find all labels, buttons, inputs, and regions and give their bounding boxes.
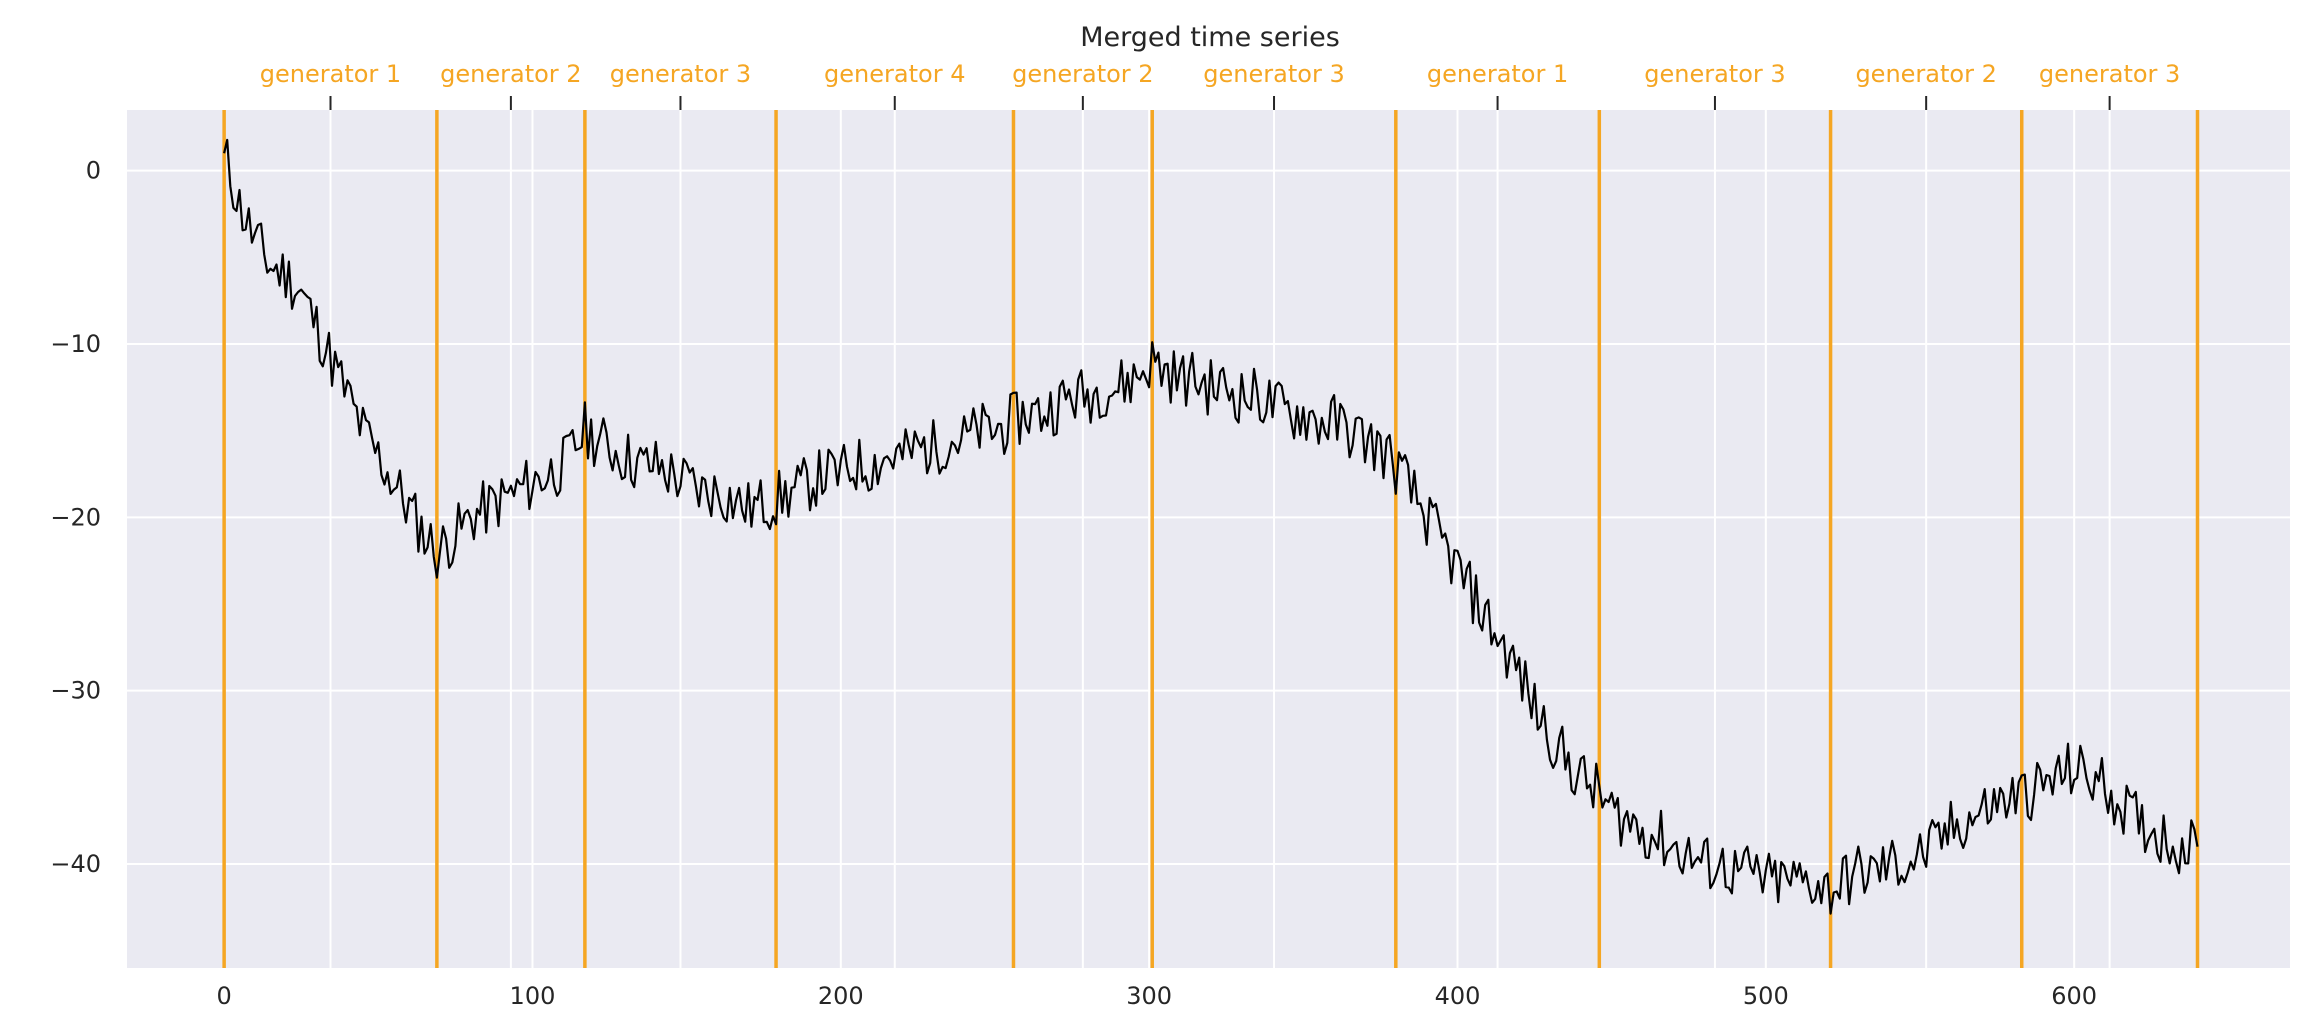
segment-label: generator 3 [1203,60,1344,88]
y-tick-label: −20 [50,503,101,531]
segment-label: generator 2 [440,60,581,88]
y-tick-label: −10 [50,330,101,358]
x-tick-label: 300 [1126,982,1172,1010]
segment-label: generator 4 [824,60,965,88]
x-axis-ticks: 0 100 200 300 400 500 600 [216,982,2097,1010]
y-tick-label: −30 [50,677,101,705]
y-tick-label: −40 [50,850,101,878]
segment-label: generator 3 [2039,60,2180,88]
segment-label: generator 3 [610,60,751,88]
segment-label: generator 3 [1644,60,1785,88]
segment-label: generator 2 [1855,60,1996,88]
x-tick-label: 100 [510,982,556,1010]
top-segment-axis: generator 1 generator 2 generator 3 generat… [260,60,2180,110]
chart-title: Merged time series [1080,22,1340,53]
y-axis-ticks: 0 −10 −20 −30 −40 [50,157,101,878]
x-tick-label: 0 [216,982,231,1010]
grid-lines [127,110,2290,968]
segment-label: generator 1 [1427,60,1568,88]
segment-label: generator 2 [1012,60,1153,88]
x-tick-label: 600 [2051,982,2097,1010]
plot-background [127,110,2290,968]
series-layer [223,138,2199,915]
y-tick-label: 0 [86,157,101,185]
x-tick-label: 400 [1435,982,1481,1010]
series-line [223,138,2199,915]
x-tick-label: 500 [1743,982,1789,1010]
segment-label: generator 1 [260,60,401,88]
segment-boundaries [222,110,2200,968]
x-tick-label: 200 [818,982,864,1010]
